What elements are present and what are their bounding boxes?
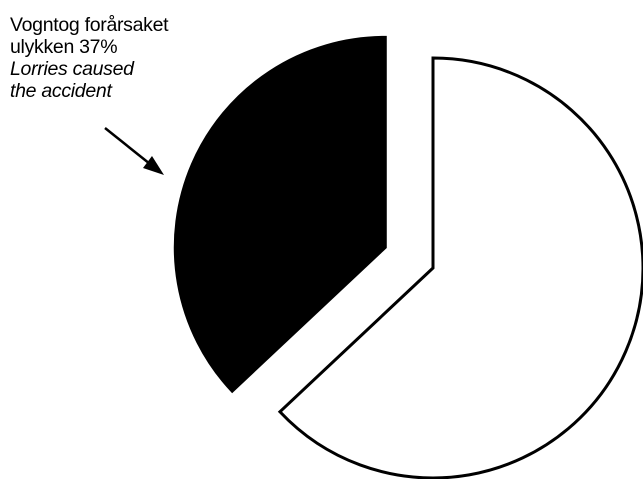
- annotation-norwegian-line-1: Vogntog forårsaket: [10, 14, 169, 36]
- annotation-norwegian-line-2: ulykken 37%: [10, 36, 118, 58]
- slice-annotation: Vogntog forårsaket ulykken 37% Lorries c…: [10, 14, 230, 102]
- annotation-english-line-1: Lorries caused: [10, 58, 134, 80]
- annotation-arrow: [104, 127, 164, 175]
- annotation-arrow-head: [143, 156, 164, 175]
- annotation-arrow-shaft: [104, 127, 151, 165]
- pie-slice-lorries: [173, 35, 387, 394]
- pie-slices: [173, 35, 643, 479]
- pie-slice-other: [277, 56, 643, 479]
- annotation-english-line-2: the accident: [10, 80, 112, 102]
